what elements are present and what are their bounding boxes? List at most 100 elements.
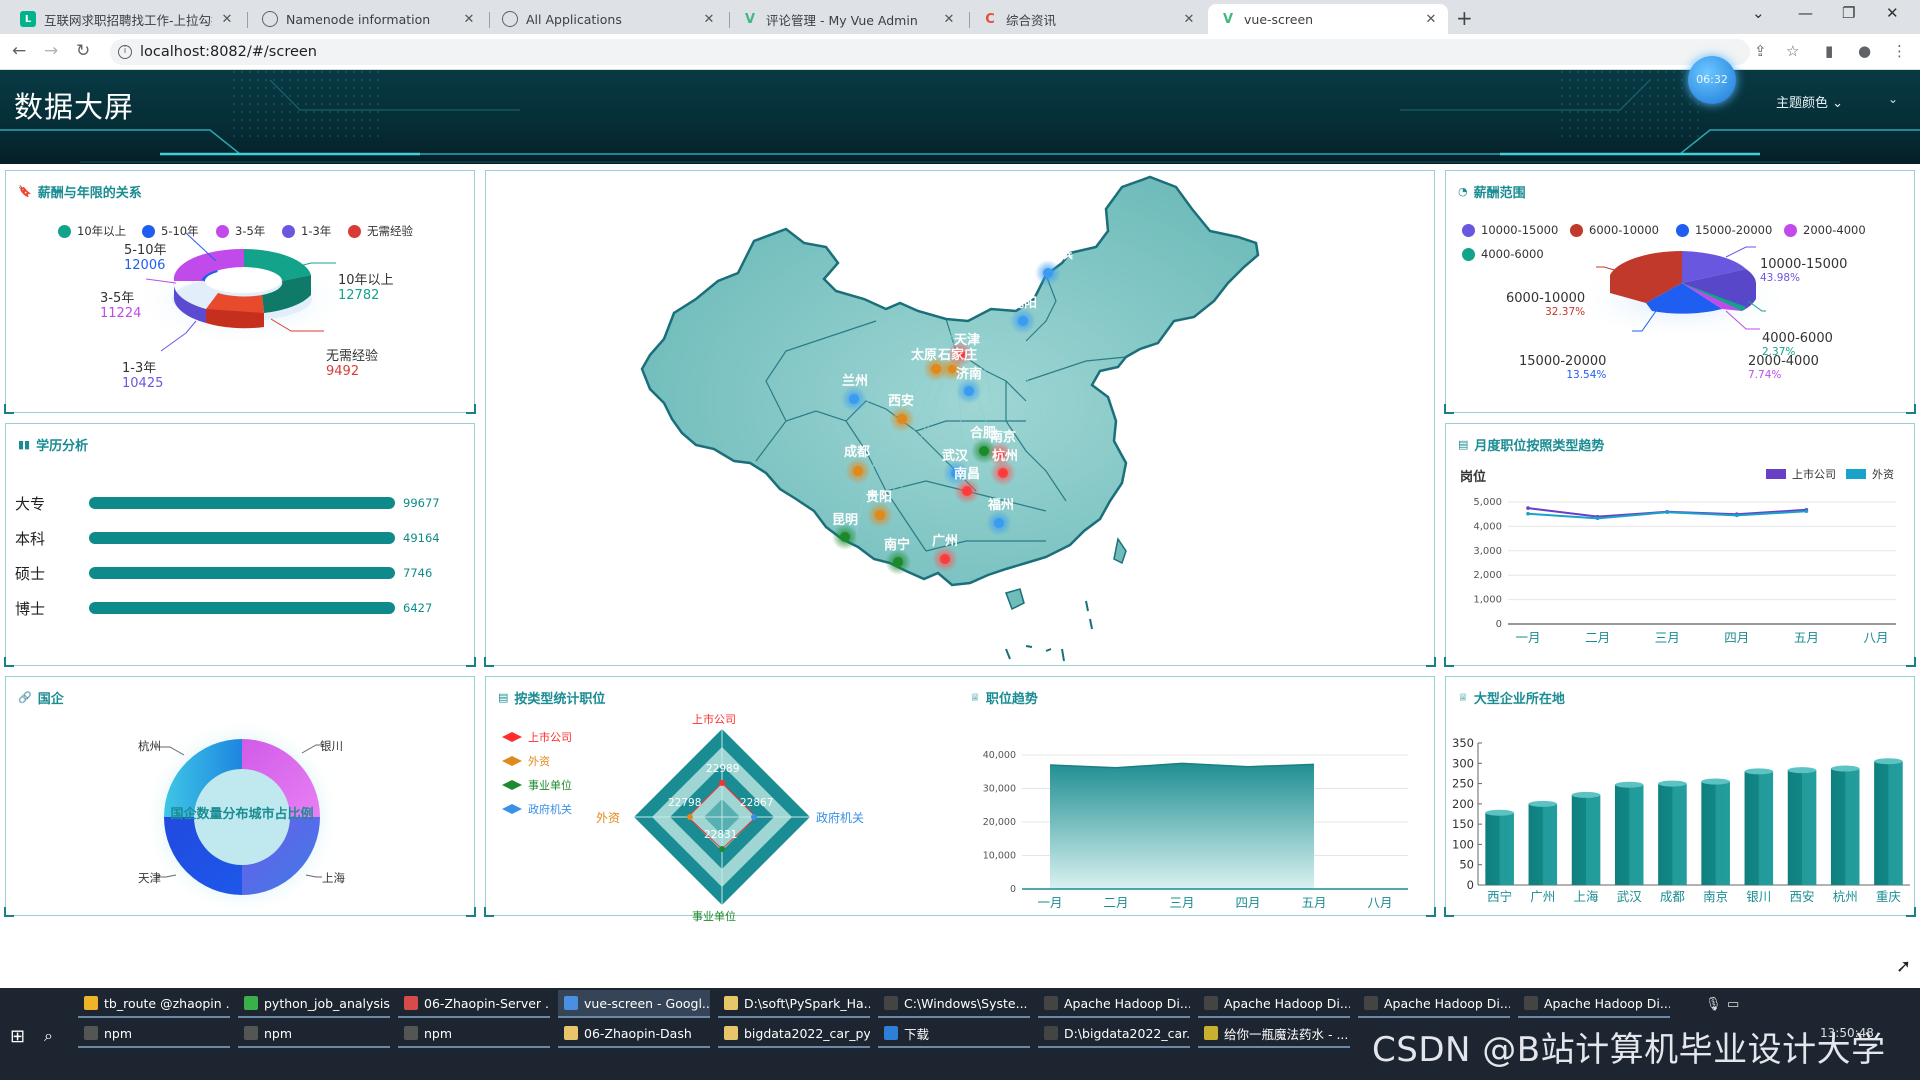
close-window-button[interactable]: ✕ xyxy=(1886,4,1899,22)
taskbar-window-button[interactable]: 下载 xyxy=(878,1020,1030,1048)
close-tab-icon[interactable]: ✕ xyxy=(221,11,233,27)
tab-search-icon[interactable]: ⌄ xyxy=(1752,4,1765,22)
browser-tab-namenode[interactable]: Namenode information ✕ xyxy=(250,4,486,34)
edu-bar-row[interactable]: 硕士 7746 xyxy=(15,564,433,583)
legend-item[interactable]: 10年以上 xyxy=(58,223,126,239)
pie-slice-15000-20000[interactable] xyxy=(1646,283,1722,314)
side-panel-icon[interactable]: ▮ xyxy=(1825,42,1834,60)
address-bar[interactable]: i localhost:8082/#/screen xyxy=(110,39,1750,65)
taskbar-window-button[interactable]: Apache Hadoop Di... xyxy=(1518,990,1670,1018)
pie-slice-10000-15000[interactable] xyxy=(1682,251,1746,283)
taskbar-window-button[interactable]: npm xyxy=(238,1020,390,1048)
donut-slice-no-experience[interactable] xyxy=(206,293,264,315)
line-point[interactable] xyxy=(1526,506,1530,510)
radar-point[interactable] xyxy=(719,780,725,786)
back-icon[interactable]: ← xyxy=(12,41,27,61)
taskbar-window-button[interactable]: Apache Hadoop Di... xyxy=(1198,990,1350,1018)
windows-start-icon[interactable]: ⊞ xyxy=(10,1026,26,1047)
legend-item[interactable]: 4000-6000 xyxy=(1462,247,1544,261)
browser-tab-applications[interactable]: All Applications ✕ xyxy=(490,4,726,34)
radar-point[interactable] xyxy=(751,814,757,820)
forward-icon[interactable]: → xyxy=(44,41,59,61)
close-tab-icon[interactable]: ✕ xyxy=(1425,11,1437,27)
profile-avatar-icon[interactable]: ● xyxy=(1858,42,1872,60)
legend-item[interactable]: 15000-20000 xyxy=(1676,223,1772,237)
taskbar-window-button[interactable]: 给你一瓶魔法药水 - ... xyxy=(1198,1020,1350,1048)
close-tab-icon[interactable]: ✕ xyxy=(463,11,475,27)
taskbar-window-button[interactable]: bigdata2022_car_py... xyxy=(718,1020,870,1048)
legend-item[interactable]: 10000-15000 xyxy=(1462,223,1558,237)
ring-slice-yinchuan[interactable] xyxy=(242,739,320,817)
taskbar-window-button[interactable]: tb_route @zhaopin ... xyxy=(78,990,230,1018)
edu-bar-row[interactable]: 大专 99677 xyxy=(15,494,440,513)
line-point[interactable] xyxy=(1526,511,1530,516)
taskbar-window-button[interactable]: Apache Hadoop Di... xyxy=(1358,990,1510,1018)
donut-slice-10-plus[interactable] xyxy=(244,249,311,281)
area-series[interactable] xyxy=(1050,763,1314,889)
trophy-icon: ♕ xyxy=(970,691,980,704)
taskbar-window-button[interactable]: Apache Hadoop Di... xyxy=(1038,990,1190,1018)
theme-color-dropdown[interactable]: 主题颜色 ⌄ xyxy=(1776,92,1843,111)
browser-tab-news[interactable]: C 综合资讯 ✕ xyxy=(970,4,1206,34)
china-map[interactable]: 哈尔滨 沈阳 天津 太原 石家庄 济南 兰州 西安 合肥 南京 武汉 杭州 成都… xyxy=(486,171,1436,667)
legend-item[interactable]: 政府机关 xyxy=(502,801,572,817)
line-point[interactable] xyxy=(1735,513,1739,518)
donut-slice-1-3[interactable] xyxy=(173,281,206,323)
bar-cap xyxy=(1830,765,1860,772)
data-label: 10000-15000 43.98% xyxy=(1760,257,1848,284)
line-point[interactable] xyxy=(1665,510,1669,515)
legend-item[interactable]: 事业单位 xyxy=(502,777,572,793)
legend-item[interactable]: 外资 xyxy=(1846,466,1894,482)
ring-slice-hangzhou[interactable] xyxy=(164,739,242,817)
taskbar-clock[interactable]: 13:50:48 xyxy=(1820,1026,1874,1040)
taskbar-window-button[interactable]: C:\Windows\Syste... xyxy=(878,990,1030,1018)
ring-slice-shanghai[interactable] xyxy=(242,817,320,895)
menu-dots-icon[interactable]: ⋮ xyxy=(1892,42,1907,60)
legend-item[interactable]: 3-5年 xyxy=(216,223,265,239)
edu-bar-row[interactable]: 本科 49164 xyxy=(15,529,440,548)
edu-bar-row[interactable]: 博士 6427 xyxy=(15,599,433,618)
legend-item[interactable]: 外资 xyxy=(502,753,550,769)
site-info-icon[interactable]: i xyxy=(118,45,132,59)
legend-item[interactable]: 无需经验 xyxy=(348,223,413,239)
pie-slice-6000-10000[interactable] xyxy=(1610,251,1682,303)
taskbar-window-button[interactable]: npm xyxy=(78,1020,230,1048)
taskbar-window-button[interactable]: vue-screen - Googl... xyxy=(558,990,710,1018)
browser-tab-lagou[interactable]: L 互联网求职招聘找工作-上拉勾招 ✕ xyxy=(8,4,244,34)
radar-point[interactable] xyxy=(687,814,693,820)
taskbar-window-button[interactable]: npm xyxy=(398,1020,550,1048)
restore-button[interactable]: ❐ xyxy=(1842,4,1856,22)
taskbar-window-button[interactable]: D:\bigdata2022_car... xyxy=(1038,1020,1190,1048)
legend-item[interactable]: 1-3年 xyxy=(282,223,331,239)
radar-point[interactable] xyxy=(719,846,725,852)
legend-item[interactable]: 2000-4000 xyxy=(1784,223,1866,237)
document-icon: ▤ xyxy=(498,691,509,704)
close-tab-icon[interactable]: ✕ xyxy=(703,11,715,27)
new-tab-button[interactable]: + xyxy=(1456,6,1473,30)
share-icon[interactable]: ⇪ xyxy=(1754,42,1767,60)
browser-tab-vue-screen[interactable]: V vue-screen ✕ xyxy=(1208,4,1448,34)
minimize-button[interactable]: — xyxy=(1798,4,1813,22)
legend-item[interactable]: 5-10年 xyxy=(142,223,199,239)
search-icon[interactable]: ⌕ xyxy=(44,1026,53,1045)
legend-item[interactable]: 上市公司 xyxy=(502,729,572,745)
line-point[interactable] xyxy=(1595,516,1600,521)
taskbar-window-button[interactable]: D:\soft\PySpark_Ha... xyxy=(718,990,870,1018)
bookmark-star-icon[interactable]: ☆ xyxy=(1786,42,1800,60)
taskbar-window-button[interactable]: 06-Zhaopin-Server ... xyxy=(398,990,550,1018)
taskbar-window-button[interactable]: 06-Zhaopin-Dash xyxy=(558,1020,710,1048)
legend-item[interactable]: 6000-10000 xyxy=(1570,223,1659,237)
donut-slice-3-5[interactable] xyxy=(173,248,244,281)
microphone-icon[interactable]: 🎙 xyxy=(1705,997,1722,1012)
legend-item[interactable]: 上市公司 xyxy=(1766,466,1836,482)
pie-slice-4000-6000[interactable] xyxy=(1682,283,1746,311)
ring-slice-tianjin[interactable] xyxy=(164,817,242,895)
header-collapse-icon[interactable]: ⌄ xyxy=(1888,92,1899,106)
reload-icon[interactable]: ↻ xyxy=(76,41,91,61)
taskbar-window-button[interactable]: python_job_analysis... xyxy=(238,990,390,1018)
close-tab-icon[interactable]: ✕ xyxy=(943,11,955,27)
battery-icon[interactable]: ▭ xyxy=(1727,997,1740,1012)
browser-tab-vue-admin[interactable]: V 评论管理 - My Vue Admin ✕ xyxy=(730,4,966,34)
line-point[interactable] xyxy=(1804,509,1809,514)
close-tab-icon[interactable]: ✕ xyxy=(1183,11,1195,27)
